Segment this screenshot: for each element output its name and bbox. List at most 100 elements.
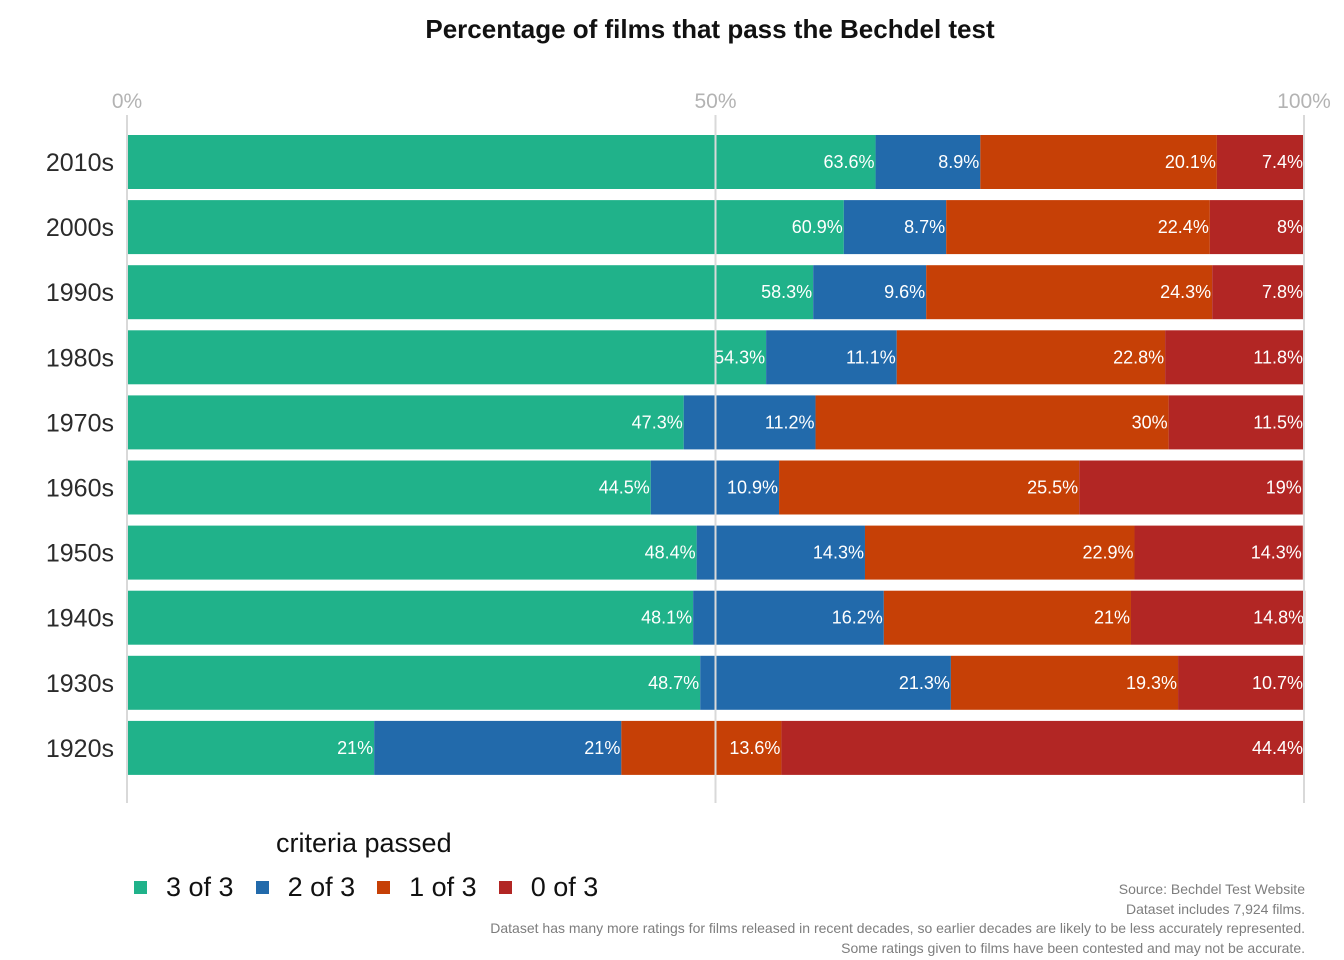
- row-label-2010s: 2010s: [46, 149, 114, 177]
- row-label-2000s: 2000s: [46, 214, 114, 242]
- row-label-1960s: 1960s: [46, 475, 114, 503]
- data-label-1930s-1-of-3: 19.3%: [1126, 673, 1177, 693]
- bar-1940s-1-of-3: [883, 590, 1131, 645]
- data-label-1920s-1-of-3: 13.6%: [729, 738, 780, 758]
- data-label-1920s-3-of-3: 21%: [337, 738, 373, 758]
- row-label-1950s: 1950s: [46, 540, 114, 568]
- bar-1930s-0-of-3: [1178, 655, 1304, 710]
- data-label-1940s-0-of-3: 14.8%: [1253, 608, 1304, 628]
- bar-1930s-3-of-3: [127, 655, 701, 710]
- bar-1990s-0-of-3: [1212, 265, 1304, 320]
- data-label-2000s-0-of-3: 8%: [1277, 217, 1303, 237]
- data-label-1990s-2-of-3: 9.6%: [884, 282, 925, 302]
- data-label-2010s-1-of-3: 20.1%: [1165, 152, 1216, 172]
- bar-1940s-2-of-3: [693, 590, 884, 645]
- data-label-1980s-2-of-3: 11.1%: [846, 347, 896, 367]
- bar-1930s-2-of-3: [700, 655, 951, 710]
- bar-1940s-3-of-3: [127, 590, 694, 645]
- legend-swatch: [255, 881, 269, 894]
- bars: [127, 135, 1306, 775]
- data-label-2000s-1-of-3: 22.4%: [1158, 217, 1209, 237]
- bar-1920s-2-of-3: [374, 720, 622, 775]
- data-label-1980s-1-of-3: 22.8%: [1113, 347, 1164, 367]
- data-label-1990s-0-of-3: 7.8%: [1262, 282, 1303, 302]
- caption-source: Source: Bechdel Test Website: [1118, 881, 1305, 897]
- data-label-1950s-0-of-3: 14.3%: [1251, 543, 1302, 563]
- bar-1990s-3-of-3: [127, 265, 814, 320]
- data-label-1940s-3-of-3: 48.1%: [641, 608, 692, 628]
- bar-1950s-1-of-3: [864, 525, 1135, 580]
- data-label-2010s-2-of-3: 8.9%: [938, 152, 979, 172]
- bar-1980s-3-of-3: [127, 330, 767, 385]
- caption-note-contested: Some ratings given to films have been co…: [841, 939, 1305, 956]
- row-label-1990s: 1990s: [46, 279, 114, 307]
- caption-note-recent: Dataset has many more ratings for films …: [490, 920, 1305, 936]
- data-label-1920s-2-of-3: 21%: [584, 738, 620, 758]
- axes: 2010s 2000s 1990s 1980s 1970s 1960s 1950s 1940s…: [46, 90, 1331, 763]
- x-tick-label-50: 50%: [694, 90, 736, 113]
- bar-1980s-0-of-3: [1165, 330, 1304, 385]
- data-label-1970s-1-of-3: 30%: [1132, 412, 1168, 432]
- bar-1960s-3-of-3: [127, 460, 651, 515]
- data-label-2000s-2-of-3: 8.7%: [904, 217, 945, 237]
- x-tick-label-0: 0%: [112, 90, 142, 113]
- data-label-1930s-3-of-3: 48.7%: [648, 673, 699, 693]
- data-label-1990s-3-of-3: 58.3%: [761, 282, 812, 302]
- legend-item-3-of-3: 3 of 3: [134, 872, 234, 903]
- bar-1920s-3-of-3: [127, 720, 375, 775]
- data-label-1970s-0-of-3: 11.5%: [1253, 412, 1303, 432]
- data-label-1970s-3-of-3: 47.3%: [632, 412, 683, 432]
- data-label-1930s-0-of-3: 10.7%: [1252, 673, 1303, 693]
- data-label-1940s-1-of-3: 21%: [1094, 608, 1130, 628]
- caption-count: Dataset includes 7,924 films.: [1126, 900, 1305, 917]
- row-label-1940s: 1940s: [46, 605, 114, 633]
- bar-1980s-1-of-3: [896, 330, 1166, 385]
- data-label-2010s-3-of-3: 63.6%: [824, 152, 875, 172]
- legend-label: 0 of 3: [530, 872, 599, 902]
- bar-1950s-2-of-3: [696, 525, 865, 580]
- legend-swatch: [377, 881, 391, 894]
- bar-1990s-2-of-3: [813, 265, 927, 320]
- data-labels: 63.6% 8.9% 20.1% 7.4% 60.9% 8.7% 22.4% 8% 58.3% 9…: [126, 115, 1305, 803]
- bar-1920s-0-of-3: [781, 720, 1304, 775]
- data-label-1940s-2-of-3: 16.2%: [832, 608, 883, 628]
- bar-1970s-3-of-3: [127, 395, 684, 450]
- data-label-2010s-0-of-3: 7.4%: [1262, 152, 1303, 172]
- bar-1940s-0-of-3: [1130, 590, 1306, 645]
- bar-2000s-1-of-3: [946, 200, 1210, 255]
- legend-label: 3 of 3: [166, 872, 234, 902]
- bar-1990s-1-of-3: [926, 265, 1213, 320]
- bar-1970s-0-of-3: [1168, 395, 1304, 450]
- data-label-1950s-2-of-3: 14.3%: [813, 543, 864, 563]
- legend-item-2-of-3: 2 of 3: [255, 872, 355, 903]
- data-label-1970s-2-of-3: 11.2%: [765, 412, 815, 432]
- bar-2010s-3-of-3: [127, 135, 876, 189]
- data-label-1950s-3-of-3: 48.4%: [645, 543, 696, 563]
- bar-1970s-2-of-3: [683, 395, 816, 450]
- chart-title: Percentage of films that pass the Bechde…: [425, 14, 995, 44]
- legend-label: 1 of 3: [409, 872, 477, 902]
- legend-item-0-of-3: 0 of 3: [498, 872, 599, 903]
- bar-1930s-1-of-3: [950, 655, 1179, 710]
- legend: 3 of 3 2 of 3 1 of 3 0 of 3: [134, 872, 620, 903]
- data-label-1930s-2-of-3: 21.3%: [899, 673, 950, 693]
- data-label-1980s-3-of-3: 54.3%: [714, 347, 765, 367]
- legend-item-1-of-3: 1 of 3: [377, 872, 477, 903]
- data-label-1920s-0-of-3: 44.4%: [1252, 738, 1303, 758]
- bar-2000s-2-of-3: [843, 200, 947, 255]
- data-label-1990s-1-of-3: 24.3%: [1160, 282, 1211, 302]
- bar-2010s-2-of-3: [875, 135, 981, 189]
- row-label-1920s: 1920s: [46, 735, 114, 763]
- bar-1920s-1-of-3: [621, 720, 782, 775]
- caption: Source: Bechdel Test Website Dataset inc…: [490, 880, 1305, 958]
- bar-2000s-3-of-3: [127, 200, 844, 255]
- x-tick-label-100: 100%: [1277, 90, 1331, 113]
- data-label-1960s-2-of-3: 10.9%: [727, 478, 778, 498]
- bar-2000s-0-of-3: [1209, 200, 1304, 255]
- data-label-1960s-3-of-3: 44.5%: [599, 478, 650, 498]
- legend-swatch: [498, 881, 512, 894]
- bar-1970s-1-of-3: [815, 395, 1169, 450]
- row-label-1980s: 1980s: [46, 344, 114, 372]
- row-label-1930s: 1930s: [46, 670, 114, 698]
- bar-1960s-0-of-3: [1079, 460, 1303, 515]
